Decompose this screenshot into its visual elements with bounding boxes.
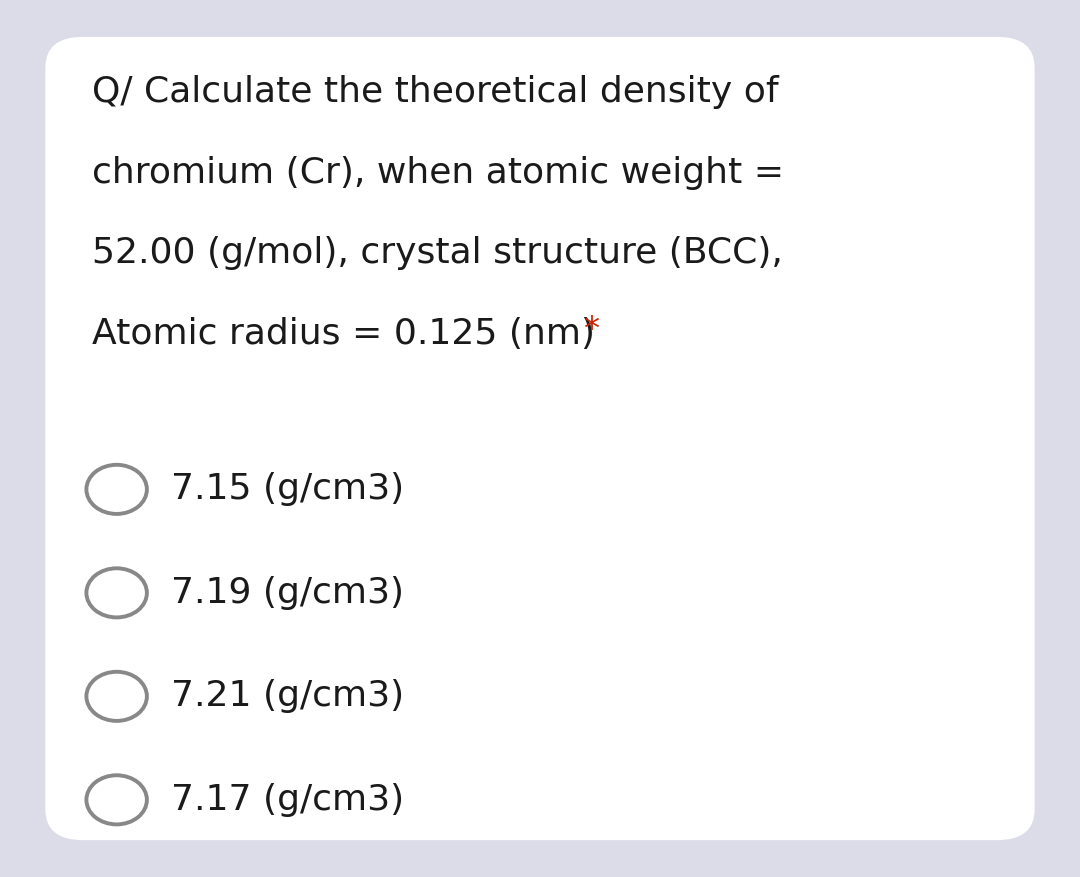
Text: chromium (Cr), when atomic weight =: chromium (Cr), when atomic weight = xyxy=(92,156,784,189)
Text: 7.19 (g/cm3): 7.19 (g/cm3) xyxy=(171,576,404,610)
Text: Q/ Calculate the theoretical density of: Q/ Calculate the theoretical density of xyxy=(92,75,779,109)
FancyBboxPatch shape xyxy=(45,37,1035,840)
Text: 7.15 (g/cm3): 7.15 (g/cm3) xyxy=(171,473,404,506)
Text: *: * xyxy=(583,314,599,346)
Text: 7.21 (g/cm3): 7.21 (g/cm3) xyxy=(171,680,404,713)
Text: 7.17 (g/cm3): 7.17 (g/cm3) xyxy=(171,783,404,816)
Text: 52.00 (g/mol), crystal structure (BCC),: 52.00 (g/mol), crystal structure (BCC), xyxy=(92,237,783,270)
Text: Atomic radius = 0.125 (nm): Atomic radius = 0.125 (nm) xyxy=(92,317,606,351)
